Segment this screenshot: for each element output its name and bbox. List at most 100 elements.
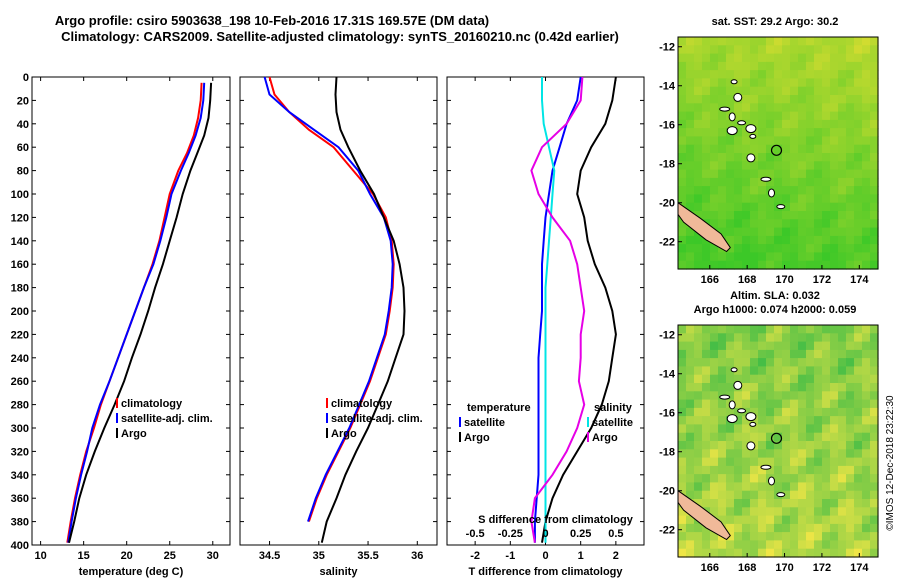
map-cell [846,177,855,187]
map-cell [806,86,815,96]
map-cell [742,202,751,212]
map-cell [854,244,863,253]
map-cell [862,153,871,162]
map-cell [678,235,687,245]
map-cell [734,399,743,409]
map-cell [822,169,831,179]
map-cell [750,186,759,195]
map-cell [870,407,879,417]
map-cell [678,177,687,187]
map-cell [742,441,751,450]
map-cell [710,407,719,417]
y-tick-label: -18 [659,159,675,171]
panel-map_sst: sat. SST: 29.2 Argo: 30.2 166 168 170 172 174… [659,16,879,286]
map-cell [702,153,711,162]
map-cell [758,95,767,104]
map-cell [838,219,847,229]
map-cell [862,449,871,459]
map-cell [838,128,847,137]
map-cell [854,523,863,533]
y-tick-label: 40 [17,119,29,131]
map-cell [686,37,695,46]
map-cell [774,465,783,475]
map-cell [854,540,863,550]
map-cell [782,211,791,220]
map-cell [822,144,831,154]
map-cell [806,111,815,121]
map-cell [710,70,719,79]
map-cell [750,61,759,71]
map-cell [854,260,863,270]
map-cell [742,490,751,500]
map-cell [774,70,783,79]
map-cell [822,111,831,121]
map-cell [838,111,847,121]
map-cell [854,202,863,212]
map-cell [830,219,839,229]
map-cell [694,383,703,392]
map-cell [694,366,703,376]
map-cell [734,341,743,351]
map-cell [854,211,863,220]
map-cell [710,432,719,442]
map-cell [814,45,823,55]
map-cell [710,341,719,351]
map-cell [862,136,871,146]
map-cell [774,515,783,525]
map-cell [734,144,743,154]
map-cell [854,432,863,442]
map-cell [782,374,791,384]
map-cell [742,349,751,359]
map-cell [750,507,759,517]
map-cell [846,260,855,270]
map-cell [862,499,871,508]
map-cell [806,507,815,517]
map-cell [718,515,727,525]
map-cell [846,407,855,417]
map-cell [766,424,775,434]
map-cell [766,70,775,79]
map-cell [710,325,719,334]
map-cell [718,341,727,351]
map-cell [822,507,831,517]
x-tick-label: 34.5 [259,550,280,562]
map-cell [854,169,863,179]
map-cell [702,211,711,220]
map-cell [726,161,735,171]
map-cell [806,349,815,359]
map-cell [742,78,751,88]
map-cell [710,95,719,104]
map-cell [830,70,839,79]
map-cell [718,252,727,262]
map-cell [710,532,719,541]
map-cell [718,70,727,79]
map-cell [710,186,719,195]
map-cell [686,341,695,351]
y-tick-label: -16 [659,120,675,132]
map-cell [718,144,727,154]
map-cell [862,45,871,55]
map-cell [686,119,695,129]
map-cell [822,252,831,262]
map-cell [678,548,687,558]
map-cell [678,169,687,179]
map-cell [838,424,847,434]
map-cell [806,523,815,533]
title-line-2: Climatology: CARS2009. Satellite-adjuste… [61,29,619,44]
map-cell [750,465,759,475]
map-cell [726,548,735,558]
map-cell [758,227,767,237]
map-cell [718,499,727,508]
map-cell [702,45,711,55]
map-cell [822,474,831,483]
map-cell [806,95,815,104]
map-cell [870,86,879,96]
map-cell [870,490,879,500]
land-island [749,133,757,139]
map-cell [782,227,791,237]
map-cell [678,111,687,121]
map-cell [742,540,751,550]
map-cell [870,103,879,113]
map-cell [678,349,687,359]
map-cell [694,374,703,384]
